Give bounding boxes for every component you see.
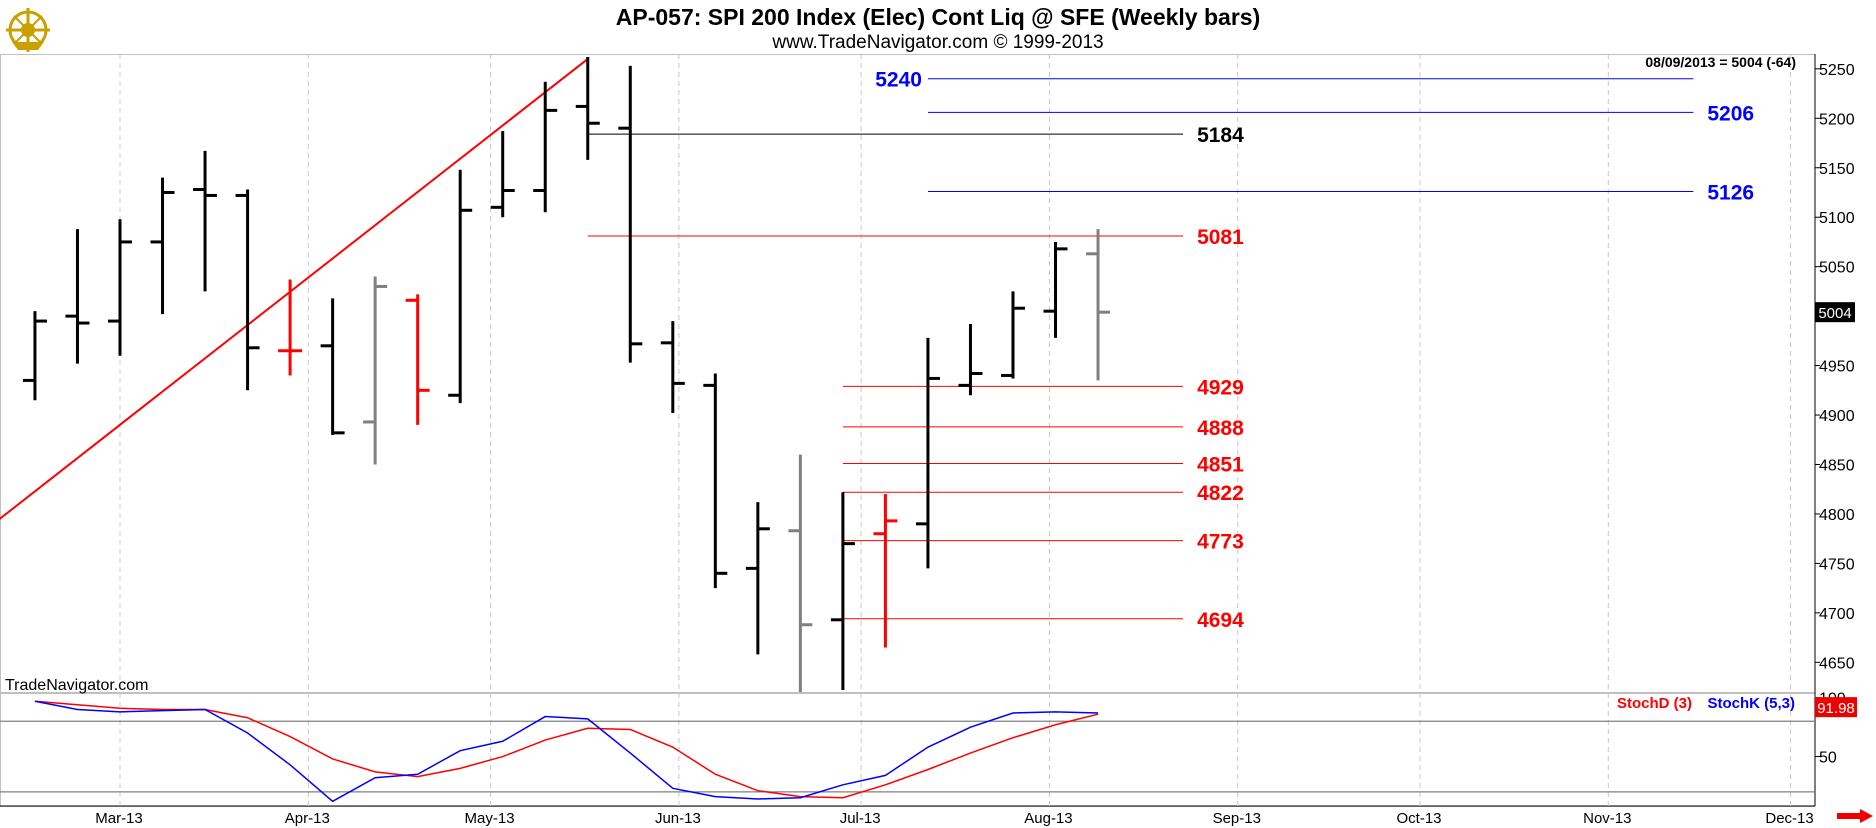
y-tick-label: 5100	[1819, 210, 1855, 227]
y-tick-label: 4850	[1819, 457, 1855, 474]
ohlc-bar	[320, 298, 345, 435]
x-tick-label: Apr-13	[285, 810, 330, 827]
x-tick-label: Jul-13	[840, 810, 881, 827]
level-label: 5081	[1197, 226, 1244, 249]
ohlc-bar	[1086, 229, 1111, 381]
watermark-text: TradeNavigator.com	[5, 677, 148, 694]
y-tick-label: 4900	[1819, 408, 1855, 425]
y-tick-label: 5200	[1819, 111, 1855, 128]
level-label: 4773	[1197, 531, 1244, 554]
chart-subtitle: www.TradeNavigator.com © 1999-2013	[772, 32, 1104, 53]
ohlc-bar	[1000, 291, 1025, 379]
x-tick-label: May-13	[465, 810, 515, 827]
ohlc-bar	[873, 494, 898, 648]
level-label: 4851	[1197, 454, 1244, 477]
x-tick-label: Jun-13	[655, 810, 701, 827]
ohlc-bar	[958, 324, 983, 396]
last-price-label: 5004	[1818, 305, 1851, 322]
ohlc-bar	[533, 81, 558, 213]
y-tick-label: 4650	[1819, 655, 1855, 672]
chart-title: AP-057: SPI 200 Index (Elec) Cont Liq @ …	[615, 4, 1261, 30]
x-tick-label: Oct-13	[1396, 810, 1441, 827]
level-label: 4929	[1197, 376, 1244, 399]
ohlc-bar	[278, 279, 303, 376]
stoch-value-badge	[1815, 697, 1857, 718]
x-tick-label: Dec-13	[1765, 810, 1813, 827]
y-tick-label: 4700	[1819, 606, 1855, 623]
ohlc-bar	[660, 321, 685, 414]
stoch-legend-k: StochK (5,3)	[1707, 695, 1795, 712]
ohlc-bar	[235, 189, 260, 391]
ohlc-bar	[193, 150, 218, 292]
ohlc-bar	[1043, 241, 1068, 338]
level-label: 4694	[1197, 609, 1244, 632]
ohlc-bar	[65, 229, 90, 364]
stoch-y-tick-label: 50	[1819, 750, 1837, 767]
ohlc-bar	[745, 502, 770, 655]
y-tick-label: 4750	[1819, 556, 1855, 573]
level-label: 5184	[1197, 124, 1244, 147]
stoch-panel-frame	[0, 693, 1816, 807]
ohlc-bar	[22, 311, 47, 401]
ohlc-bar	[150, 177, 175, 315]
trendline	[0, 58, 589, 520]
level-label: 5206	[1707, 102, 1754, 125]
y-tick-label: 5050	[1819, 260, 1855, 277]
ohlc-bar	[830, 492, 855, 691]
x-tick-label: Aug-13	[1024, 810, 1072, 827]
x-tick-label: Mar-13	[95, 810, 143, 827]
ohlc-bar	[618, 65, 643, 363]
ohlc-bar	[575, 56, 600, 160]
level-label: 4822	[1197, 482, 1244, 505]
scroll-right-arrow-icon[interactable]	[1836, 808, 1874, 824]
ohlc-bar	[108, 219, 132, 356]
x-tick-label: Nov-13	[1583, 810, 1631, 827]
level-label: 5126	[1707, 181, 1754, 204]
level-label: 4888	[1197, 417, 1244, 440]
ohlc-bar	[915, 337, 940, 569]
y-tick-label: 4800	[1819, 507, 1855, 524]
stoch-value-label: 91.98	[1817, 700, 1855, 717]
ohlc-bar	[703, 373, 728, 589]
level-label: 5240	[875, 69, 922, 92]
ohlc-bar	[405, 294, 430, 425]
stoch-series-line	[34, 700, 1099, 799]
ohlc-bar	[788, 454, 813, 692]
y-tick-label: 5150	[1819, 161, 1855, 178]
tradenavigator-logo-icon	[6, 8, 50, 52]
last-quote-text: 08/09/2013 = 5004 (-64)	[1645, 54, 1796, 70]
ohlc-bar	[448, 169, 473, 404]
ohlc-bar	[490, 131, 515, 218]
stoch-series-line	[34, 700, 1099, 803]
y-tick-label: 4950	[1819, 359, 1855, 376]
y-tick-label: 5250	[1819, 62, 1855, 79]
chart-header: AP-057: SPI 200 Index (Elec) Cont Liq @ …	[0, 0, 1876, 54]
stoch-legend-d: StochD (3)	[1617, 695, 1692, 712]
ohlc-bar	[363, 276, 388, 465]
price-panel-frame	[0, 54, 1816, 693]
x-tick-label: Sep-13	[1213, 810, 1261, 827]
last-price-badge	[1815, 302, 1855, 323]
